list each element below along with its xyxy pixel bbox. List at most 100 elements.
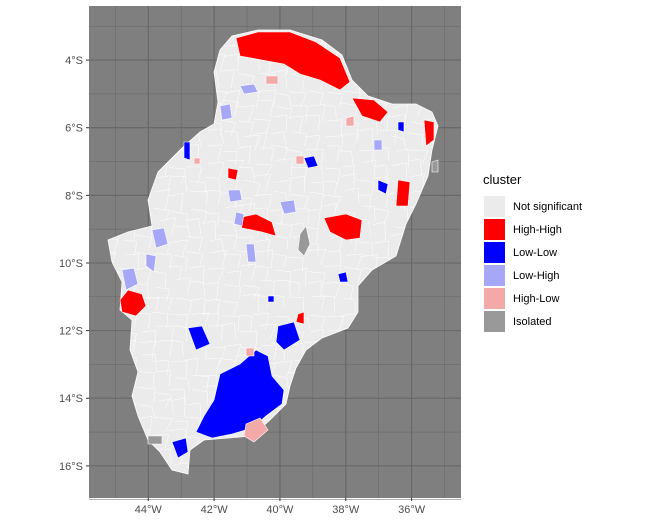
municipal-boundary-line	[140, 340, 155, 360]
high-high-cluster-west	[119, 289, 147, 317]
high-high-cluster-north-coast	[235, 31, 351, 91]
municipal-boundary-line	[135, 234, 152, 249]
high-high-cluster-center	[323, 213, 363, 241]
high-high-cluster-small-2	[295, 311, 305, 325]
high-low-cluster-small	[245, 347, 255, 357]
municipal-boundary-line	[204, 189, 222, 206]
municipal-boundary-line	[137, 416, 153, 433]
low-high-cluster-small	[245, 243, 257, 263]
low-low-cluster-south	[195, 349, 285, 439]
municipal-boundary-line	[293, 131, 308, 147]
municipal-boundary-line	[208, 325, 223, 341]
municipal-boundary-line	[342, 133, 360, 149]
municipal-boundary-line	[342, 165, 355, 184]
municipal-boundary-line	[243, 134, 261, 152]
municipal-boundary-line	[259, 89, 277, 108]
municipal-boundary-line	[357, 194, 371, 211]
municipal-boundary-line	[308, 104, 326, 122]
municipal-boundary-line	[226, 270, 242, 287]
municipal-boundary-line	[155, 369, 171, 387]
x-tick-label: 40°W	[266, 504, 294, 516]
municipal-boundary-line	[339, 283, 354, 301]
isolated-cluster-center	[297, 225, 311, 257]
municipal-boundary-line	[254, 163, 273, 178]
municipal-boundary-line	[203, 375, 218, 392]
municipal-boundary-line	[236, 105, 255, 124]
municipal-boundary-line	[253, 132, 268, 151]
municipal-boundary-line	[239, 330, 258, 349]
legend-key-swatch	[483, 287, 506, 310]
municipal-boundary-line	[308, 271, 326, 289]
municipal-boundary-line	[424, 117, 438, 136]
municipal-boundary-line	[305, 149, 324, 164]
municipal-boundary-line	[356, 128, 373, 145]
municipal-boundary-line	[141, 329, 157, 347]
low-high-cluster-north	[219, 103, 233, 121]
low-high-cluster-west	[121, 267, 139, 291]
legend-key-fill	[484, 288, 505, 309]
municipal-boundary-line	[204, 282, 219, 301]
low-high-cluster-central-3	[233, 211, 245, 227]
municipal-boundary-line	[152, 312, 169, 329]
municipal-boundary-line	[322, 203, 337, 220]
municipal-boundary-line	[356, 241, 373, 256]
municipal-boundary-line	[219, 235, 238, 251]
municipal-boundary-line	[185, 236, 203, 252]
x-tick-label: 36°W	[398, 504, 426, 516]
legend-item: Not significant	[483, 195, 582, 218]
high-low-cluster-north	[265, 75, 279, 85]
municipal-boundary-line	[185, 217, 202, 235]
low-low-cluster-small-2	[377, 179, 389, 195]
municipal-boundary-line	[170, 314, 189, 331]
municipal-boundary-line	[395, 149, 410, 168]
legend-label: Low-Low	[513, 246, 558, 259]
municipal-boundary-line	[260, 147, 275, 162]
isolated-cluster-east	[431, 159, 439, 173]
municipal-boundary-line	[220, 69, 235, 88]
municipal-boundary-line	[274, 235, 288, 250]
municipal-boundary-line	[287, 257, 304, 274]
municipal-boundary-line	[309, 182, 324, 199]
y-tick-label: 8°S	[65, 190, 83, 202]
municipal-boundary-line	[156, 287, 170, 302]
legend-title: cluster	[483, 172, 522, 187]
municipal-boundary-line	[289, 91, 307, 108]
municipal-boundary-line	[186, 251, 204, 265]
municipal-boundary-line	[205, 177, 221, 193]
y-tick-label: 16°S	[59, 461, 83, 473]
municipal-boundary-line	[224, 284, 241, 300]
municipal-boundary-line	[190, 191, 209, 207]
municipal-boundary-line	[304, 208, 321, 227]
high-low-cluster-small-2	[193, 157, 201, 165]
legend-item: Isolated	[483, 310, 582, 333]
municipal-boundary-line	[202, 220, 216, 240]
municipal-boundary-line	[236, 197, 253, 212]
municipal-boundary-line	[243, 179, 261, 197]
municipal-boundary-line	[243, 293, 260, 312]
isolated-cluster-southwest	[147, 435, 163, 445]
municipal-boundary-line	[288, 175, 306, 193]
legend-item: High-Low	[483, 287, 582, 310]
municipal-boundary-line	[158, 217, 177, 235]
municipal-boundary-line	[154, 417, 173, 432]
y-tick-label: 6°S	[65, 123, 83, 135]
municipal-boundary-line	[326, 145, 340, 162]
municipal-boundary-line	[154, 392, 172, 409]
municipal-boundary-line	[308, 280, 322, 300]
municipal-boundary-line	[141, 353, 157, 372]
low-high-cluster-center-2	[279, 199, 297, 215]
municipal-boundary-line	[153, 434, 169, 449]
municipal-boundary-line	[241, 263, 257, 280]
municipal-boundary-line	[274, 114, 287, 133]
municipal-boundary-line	[323, 180, 337, 195]
legend: cluster Not significant High-High Low-Low L…	[483, 172, 582, 333]
municipal-boundary-line	[260, 344, 278, 361]
municipal-boundary-line	[140, 371, 155, 388]
municipal-boundary-line	[324, 195, 342, 212]
municipal-boundary-line	[171, 239, 188, 258]
municipal-boundary-line	[361, 205, 376, 221]
municipal-boundary-line	[191, 312, 210, 330]
municipal-boundary-line	[374, 190, 390, 208]
municipal-boundary-line	[238, 120, 254, 138]
municipal-boundary-line	[192, 389, 208, 407]
